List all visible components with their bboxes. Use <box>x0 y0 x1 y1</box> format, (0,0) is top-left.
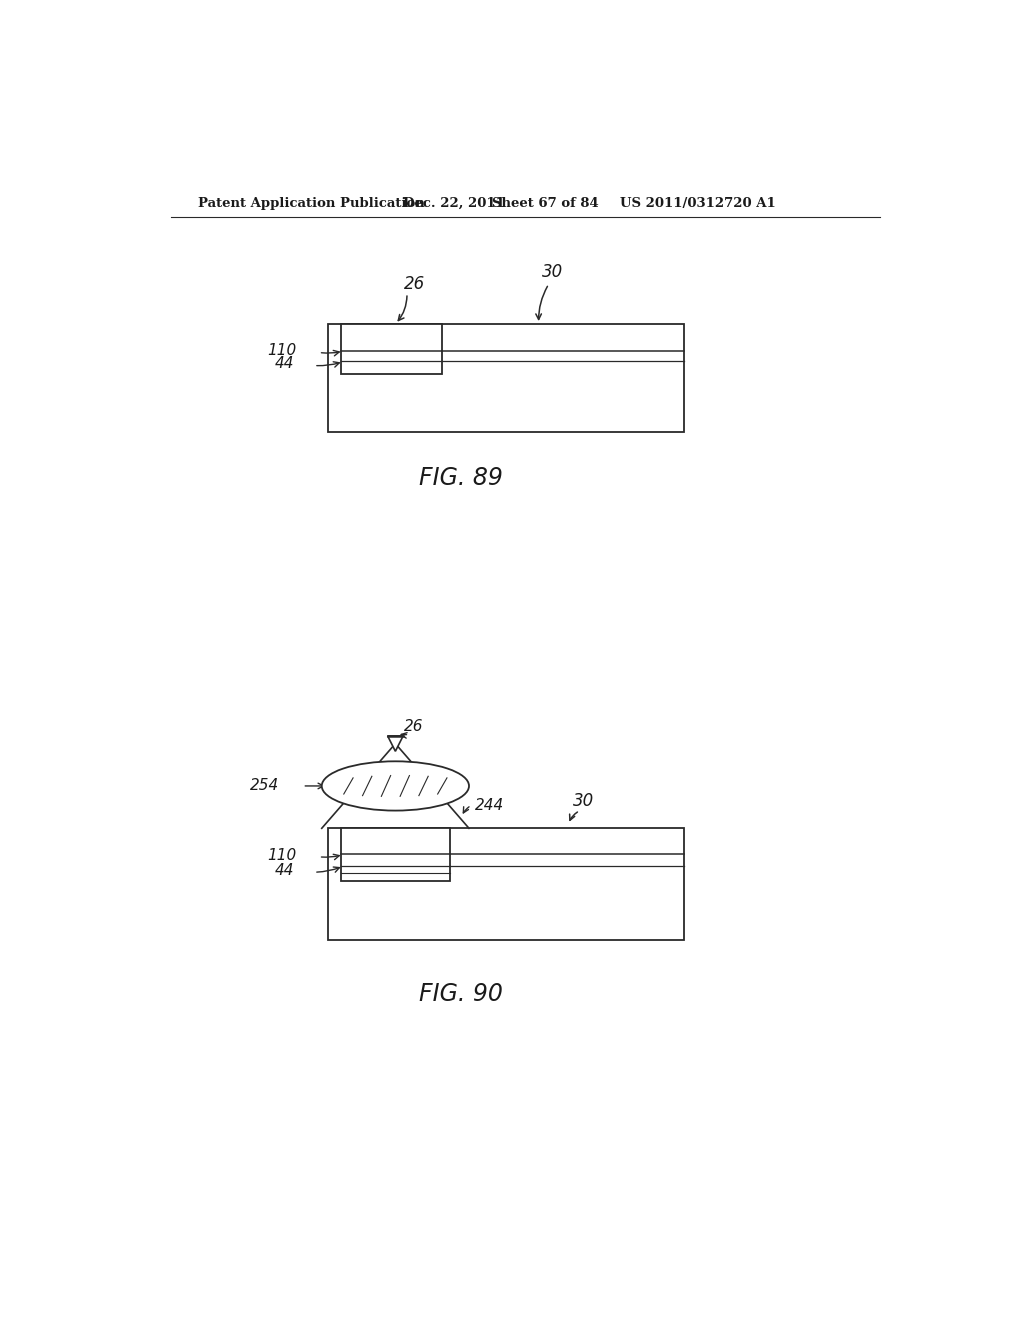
Text: 110: 110 <box>267 343 297 358</box>
Text: Patent Application Publication: Patent Application Publication <box>198 197 425 210</box>
Text: 244: 244 <box>475 797 505 813</box>
Text: 26: 26 <box>403 719 423 734</box>
Text: US 2011/0312720 A1: US 2011/0312720 A1 <box>621 197 776 210</box>
Text: Sheet 67 of 84: Sheet 67 of 84 <box>493 197 599 210</box>
Bar <box>341 323 442 374</box>
Polygon shape <box>388 737 403 751</box>
Text: 44: 44 <box>275 356 295 371</box>
Text: 30: 30 <box>542 264 563 281</box>
Text: 254: 254 <box>250 779 280 793</box>
Text: FIG. 90: FIG. 90 <box>419 982 503 1006</box>
Bar <box>328 323 684 432</box>
Text: Dec. 22, 2011: Dec. 22, 2011 <box>403 197 505 210</box>
Bar <box>328 829 684 940</box>
Text: 30: 30 <box>573 792 594 810</box>
Text: 110: 110 <box>267 847 297 863</box>
Ellipse shape <box>322 762 469 810</box>
Text: FIG. 89: FIG. 89 <box>419 466 503 490</box>
Text: 44: 44 <box>275 863 295 878</box>
Bar <box>341 829 450 880</box>
Text: 26: 26 <box>404 275 425 293</box>
